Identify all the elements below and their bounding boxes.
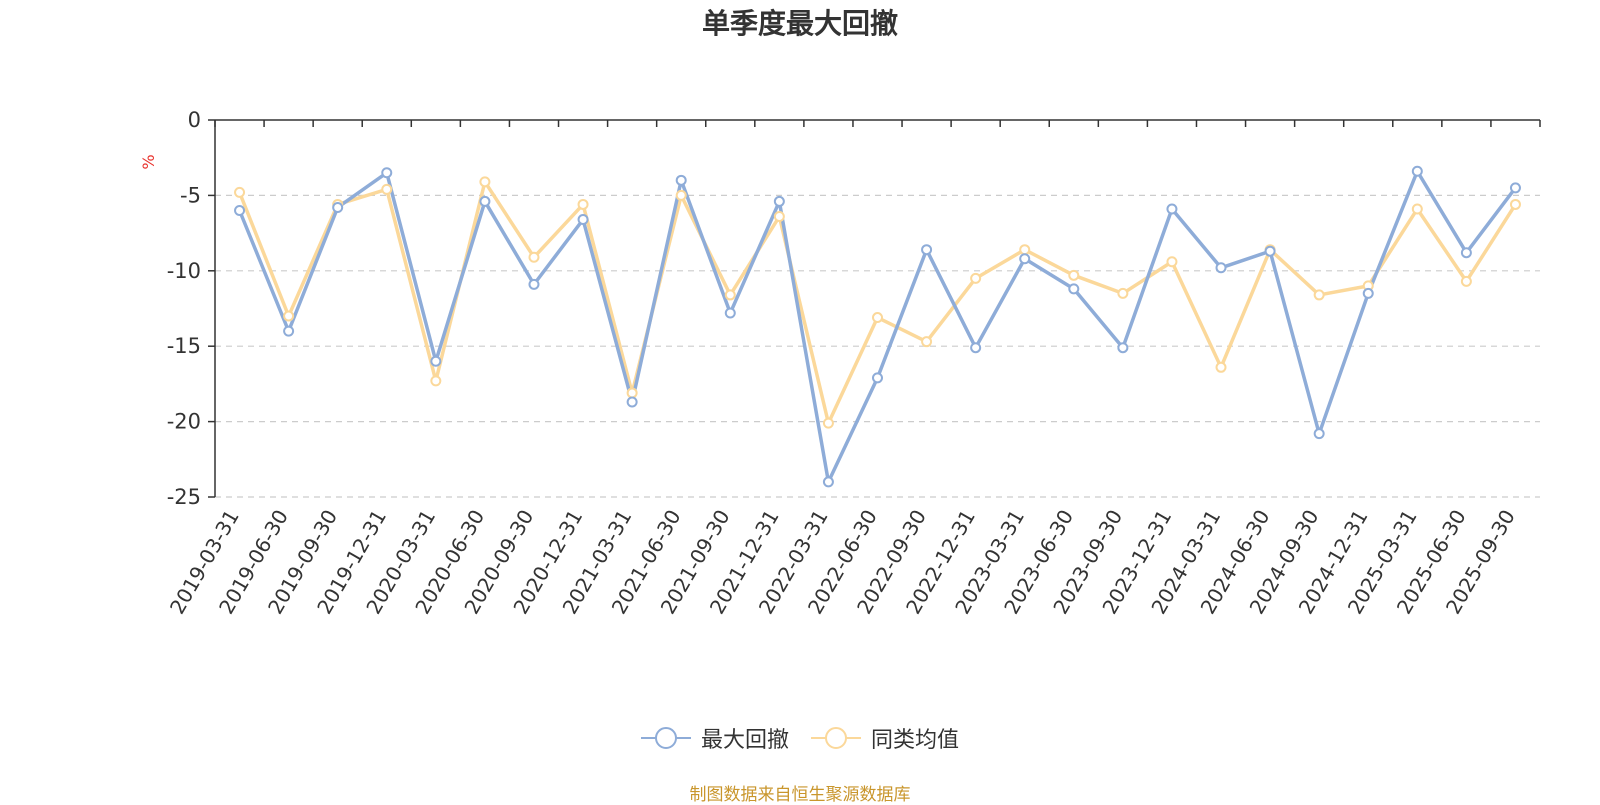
data-point-0 (1264, 245, 1276, 257)
legend-label: 同类均值 (871, 728, 960, 753)
data-point-0 (822, 476, 834, 488)
data-point-1 (577, 198, 589, 210)
data-point-1 (1117, 287, 1129, 299)
series-line-1 (237, 180, 1517, 425)
data-point-0 (1068, 283, 1080, 295)
data-point-1 (675, 189, 687, 201)
data-point-0 (381, 167, 393, 179)
series-lines (234, 165, 1521, 488)
data-point-1 (430, 375, 442, 387)
data-point-0 (921, 244, 933, 256)
data-point-0 (1117, 342, 1129, 354)
data-point-1 (283, 310, 295, 322)
data-point-1 (626, 387, 638, 399)
data-point-0 (724, 307, 736, 319)
legend-marker-icon (811, 727, 861, 749)
data-point-0 (528, 278, 540, 290)
data-point-1 (773, 211, 785, 223)
y-tick-label: 0 (188, 108, 201, 132)
data-point-0 (577, 214, 589, 226)
data-point-1 (1019, 244, 1031, 256)
data-point-1 (528, 251, 540, 263)
data-point-1 (872, 312, 883, 324)
data-point-0 (430, 355, 442, 367)
y-tick-label: -5 (180, 183, 201, 207)
chart-title: 单季度最大回撤 (701, 7, 898, 40)
data-point-0 (970, 342, 982, 354)
data-point-0 (1166, 203, 1178, 215)
data-point-0 (626, 396, 638, 408)
legend-item[interactable]: 同类均值 (811, 722, 959, 754)
data-point-1 (381, 183, 393, 195)
legend-item[interactable]: 最大回撤 (640, 722, 789, 754)
data-point-1 (1509, 198, 1521, 210)
legend-circle (825, 727, 847, 749)
data-point-1 (724, 289, 736, 301)
data-point-1 (479, 176, 491, 188)
data-point-0 (1362, 287, 1374, 299)
data-point-0 (1509, 182, 1521, 194)
data-point-0 (773, 195, 785, 207)
data-point-1 (234, 186, 246, 198)
data-point-1 (1215, 361, 1227, 373)
legend-label: 最大回撤 (700, 728, 789, 753)
data-point-0 (479, 195, 491, 207)
data-point-0 (1313, 428, 1325, 440)
data-point-0 (234, 204, 246, 216)
data-point-0 (283, 325, 295, 337)
data-point-0 (332, 201, 344, 213)
data-point-1 (970, 272, 982, 284)
data-point-1 (822, 417, 834, 429)
legend-circle (654, 727, 677, 749)
data-point-1 (921, 336, 933, 348)
data-point-1 (1166, 256, 1178, 268)
y-axis-label: % (139, 154, 158, 169)
data-point-1 (1411, 203, 1423, 215)
data-point-0 (675, 174, 687, 186)
y-tick-label: -20 (167, 410, 201, 434)
y-tick-label: -10 (167, 259, 201, 283)
legend-marker-icon (640, 727, 691, 749)
y-tick-label: -15 (167, 334, 201, 358)
data-point-0 (872, 372, 883, 384)
data-point-0 (1019, 253, 1031, 265)
data-point-0 (1460, 247, 1472, 259)
grid-lines (215, 194, 1540, 498)
y-tick-label: -25 (167, 485, 201, 509)
data-point-1 (1068, 269, 1080, 281)
source-note: 制图数据来自恒生聚源数据库 (689, 785, 911, 805)
data-point-1 (1460, 275, 1472, 287)
data-point-1 (1313, 289, 1325, 301)
data-point-0 (1411, 165, 1423, 177)
data-point-0 (1215, 262, 1227, 274)
legend: 最大回撤 同类均值 (0, 722, 1600, 754)
